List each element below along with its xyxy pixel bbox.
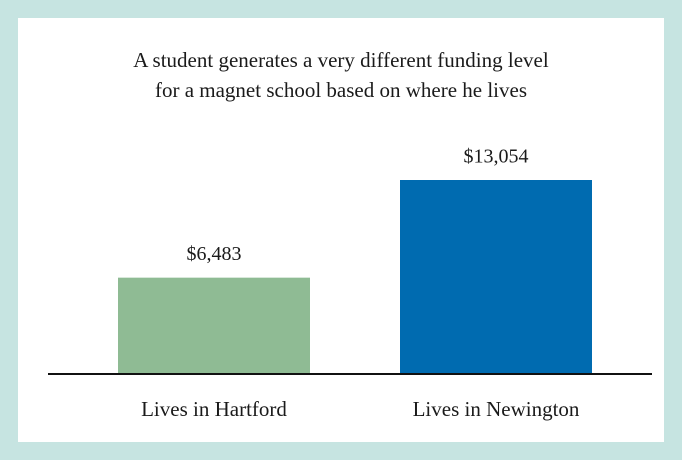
bar bbox=[400, 180, 592, 374]
x-tick-label: Lives in Newington bbox=[413, 397, 580, 421]
value-label: $13,054 bbox=[464, 146, 529, 168]
x-tick-label: Lives in Hartford bbox=[141, 397, 287, 421]
value-label: $6,483 bbox=[187, 243, 242, 265]
chart-title: for a magnet school based on where he li… bbox=[155, 78, 527, 102]
bar bbox=[118, 277, 310, 374]
chart-title: A student generates a very different fun… bbox=[133, 48, 549, 72]
